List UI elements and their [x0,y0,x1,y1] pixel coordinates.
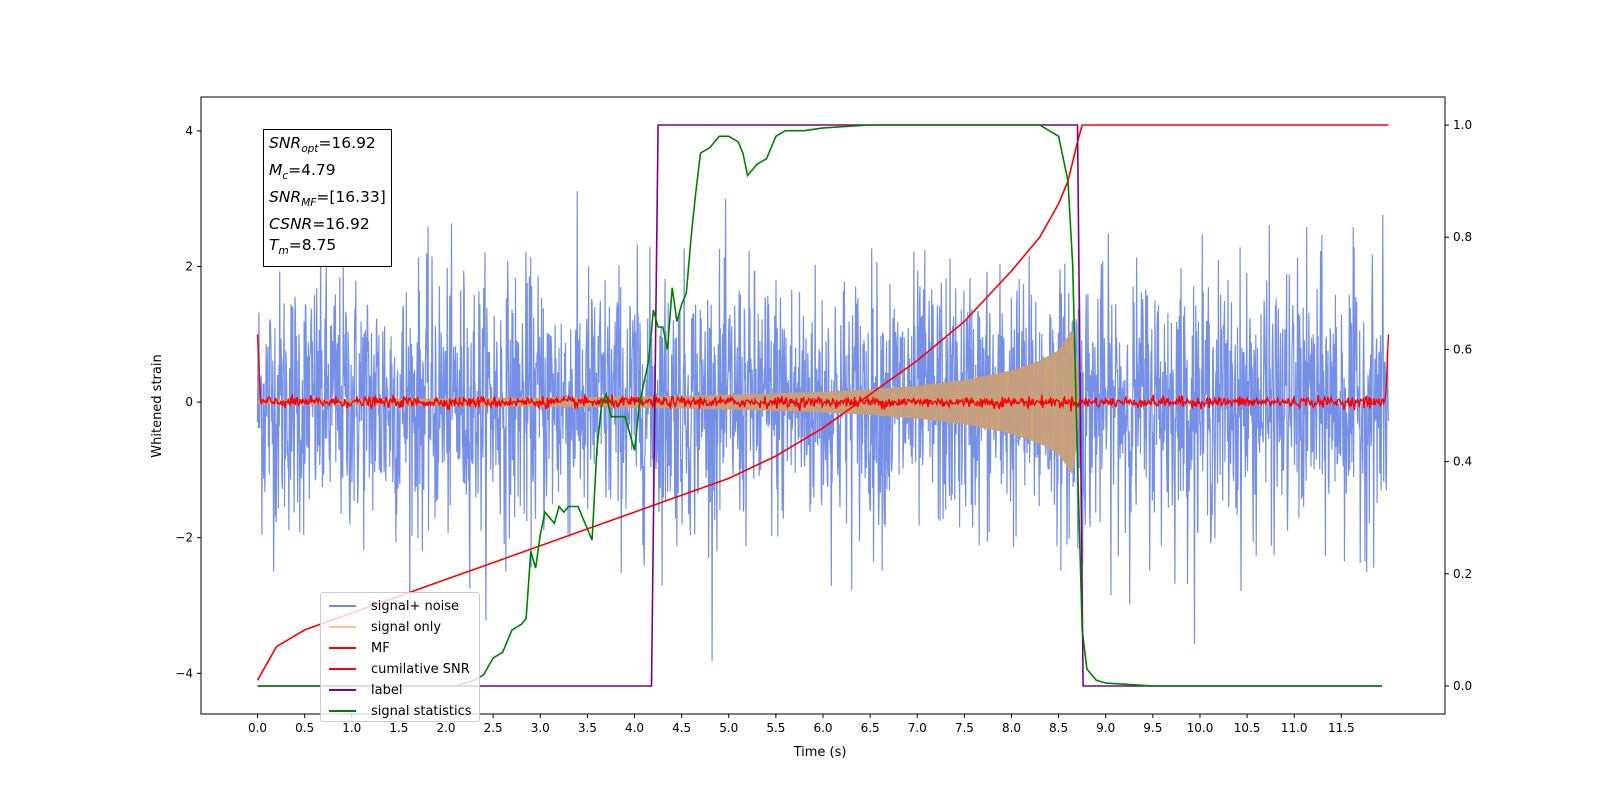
x-tick-label: 10.5 [1234,721,1261,735]
legend-swatch [329,668,356,670]
info-csnr-symbol: CSNR [269,215,313,234]
info-snr-mf-value: =[16.33] [316,188,386,207]
x-tick-label: 4.5 [672,721,691,735]
info-csnr: CSNR=16.92 [269,214,386,235]
x-tick-label: 11.0 [1281,721,1308,735]
legend-label: MF [371,640,390,656]
legend-item-mf: MF [329,638,390,658]
info-tm-symbol: T [269,236,279,255]
info-mc-value: =4.79 [288,161,336,180]
x-tick-label: 2.5 [484,721,503,735]
x-tick-label: 0.0 [248,721,267,735]
legend-label: cumilative SNR [371,661,470,677]
x-tick-label: 5.5 [766,721,785,735]
info-tm-subscript: m [278,245,289,258]
info-snr-opt: SNRopt=16.92 [269,133,386,160]
x-tick-label: 5.0 [719,721,738,735]
legend-label: signal+ noise [371,598,460,614]
signal-statistics-line [257,124,1382,687]
x-tick-label: 9.5 [1143,721,1162,735]
info-tm: Tm=8.75 [269,235,386,262]
y2-axis-ticks: 1.0 0.8 0.6 0.4 0.2 0.0 [1445,118,1472,693]
x-tick-label: 8.0 [1002,721,1021,735]
info-tm-value: =8.75 [288,236,337,255]
y-axis-ticks: 4 2 0 −2 −4 [175,124,201,680]
legend-item-signal-only: signal only [329,617,441,637]
legend-swatch [329,605,356,607]
info-mc: Mc=4.79 [269,160,386,187]
signal-plus-noise-line [256,191,1390,662]
y-tick-label: −4 [175,666,193,680]
y-tick-label: −2 [175,531,193,545]
signal-only-overlay [257,330,1080,474]
info-box: SNRopt=16.92 Mc=4.79 SNRMF=[16.33] CSNR=… [263,129,392,268]
y-axis-label: Whitened strain [150,354,165,457]
y2-tick-label: 0.6 [1453,342,1472,356]
info-snr-mf-subscript: MF [301,197,317,210]
x-tick-label: 3.0 [531,721,550,735]
info-snr-opt-subscript: opt [301,143,319,156]
y-tick-label: 4 [185,124,193,138]
legend-item-cumilative-snr: cumilative SNR [329,659,470,679]
mf-layer [256,334,1390,412]
info-snr-mf: SNRMF=[16.33] [269,187,386,214]
y2-tick-label: 0.2 [1453,567,1472,581]
info-snr-opt-value: =16.92 [318,134,376,152]
y-tick-label: 2 [185,260,193,274]
legend-item-label: label [329,680,402,700]
x-axis-label: Time (s) [793,745,847,760]
legend-item-signal-statistics: signal statistics [329,701,472,721]
x-tick-label: 2.0 [436,721,455,735]
legend-item-signal-noise: signal+ noise [329,596,459,616]
x-tick-label: 0.5 [295,721,314,735]
info-mc-subscript: c [282,170,289,183]
x-tick-label: 6.5 [861,721,880,735]
mf-line [256,334,1390,412]
legend-label: signal statistics [371,703,472,719]
info-snr-mf-symbol: SNR [269,188,302,207]
x-tick-label: 8.5 [1049,721,1068,735]
y-tick-label: 0 [185,395,193,409]
legend-swatch [329,647,356,649]
legend-label: signal only [371,619,442,635]
x-tick-label: 7.5 [955,721,974,735]
x-tick-label: 4.0 [625,721,644,735]
legend-swatch [329,689,356,691]
x-tick-label: 11.5 [1328,721,1355,735]
x-tick-label: 7.0 [908,721,927,735]
legend-swatch [329,626,356,628]
info-csnr-value: =16.92 [312,215,370,234]
legend-swatch [329,710,356,712]
x-tick-label: 1.5 [389,721,408,735]
x-axis-ticks: 0.0 0.5 1.0 1.5 2.0 2.5 3.0 3.5 4.0 4.5 5.0 5.5 6.0 6… [248,714,1355,735]
legend: signal+ noise signal only MF cumilative … [320,592,480,722]
x-tick-label: 1.0 [342,721,361,735]
x-tick-label: 10.0 [1187,721,1214,735]
y2-tick-label: 1.0 [1453,118,1472,132]
x-tick-label: 3.5 [578,721,597,735]
legend-label: label [371,682,403,698]
y2-tick-label: 0.0 [1453,679,1472,693]
signal-plus-noise-layer [256,191,1390,662]
x-tick-label: 6.0 [813,721,832,735]
x-tick-label: 9.0 [1096,721,1115,735]
y2-tick-label: 0.8 [1453,230,1472,244]
y2-tick-label: 0.4 [1453,455,1472,469]
info-snr-opt-symbol: SNR [269,134,302,152]
info-mc-symbol: M [269,161,283,180]
